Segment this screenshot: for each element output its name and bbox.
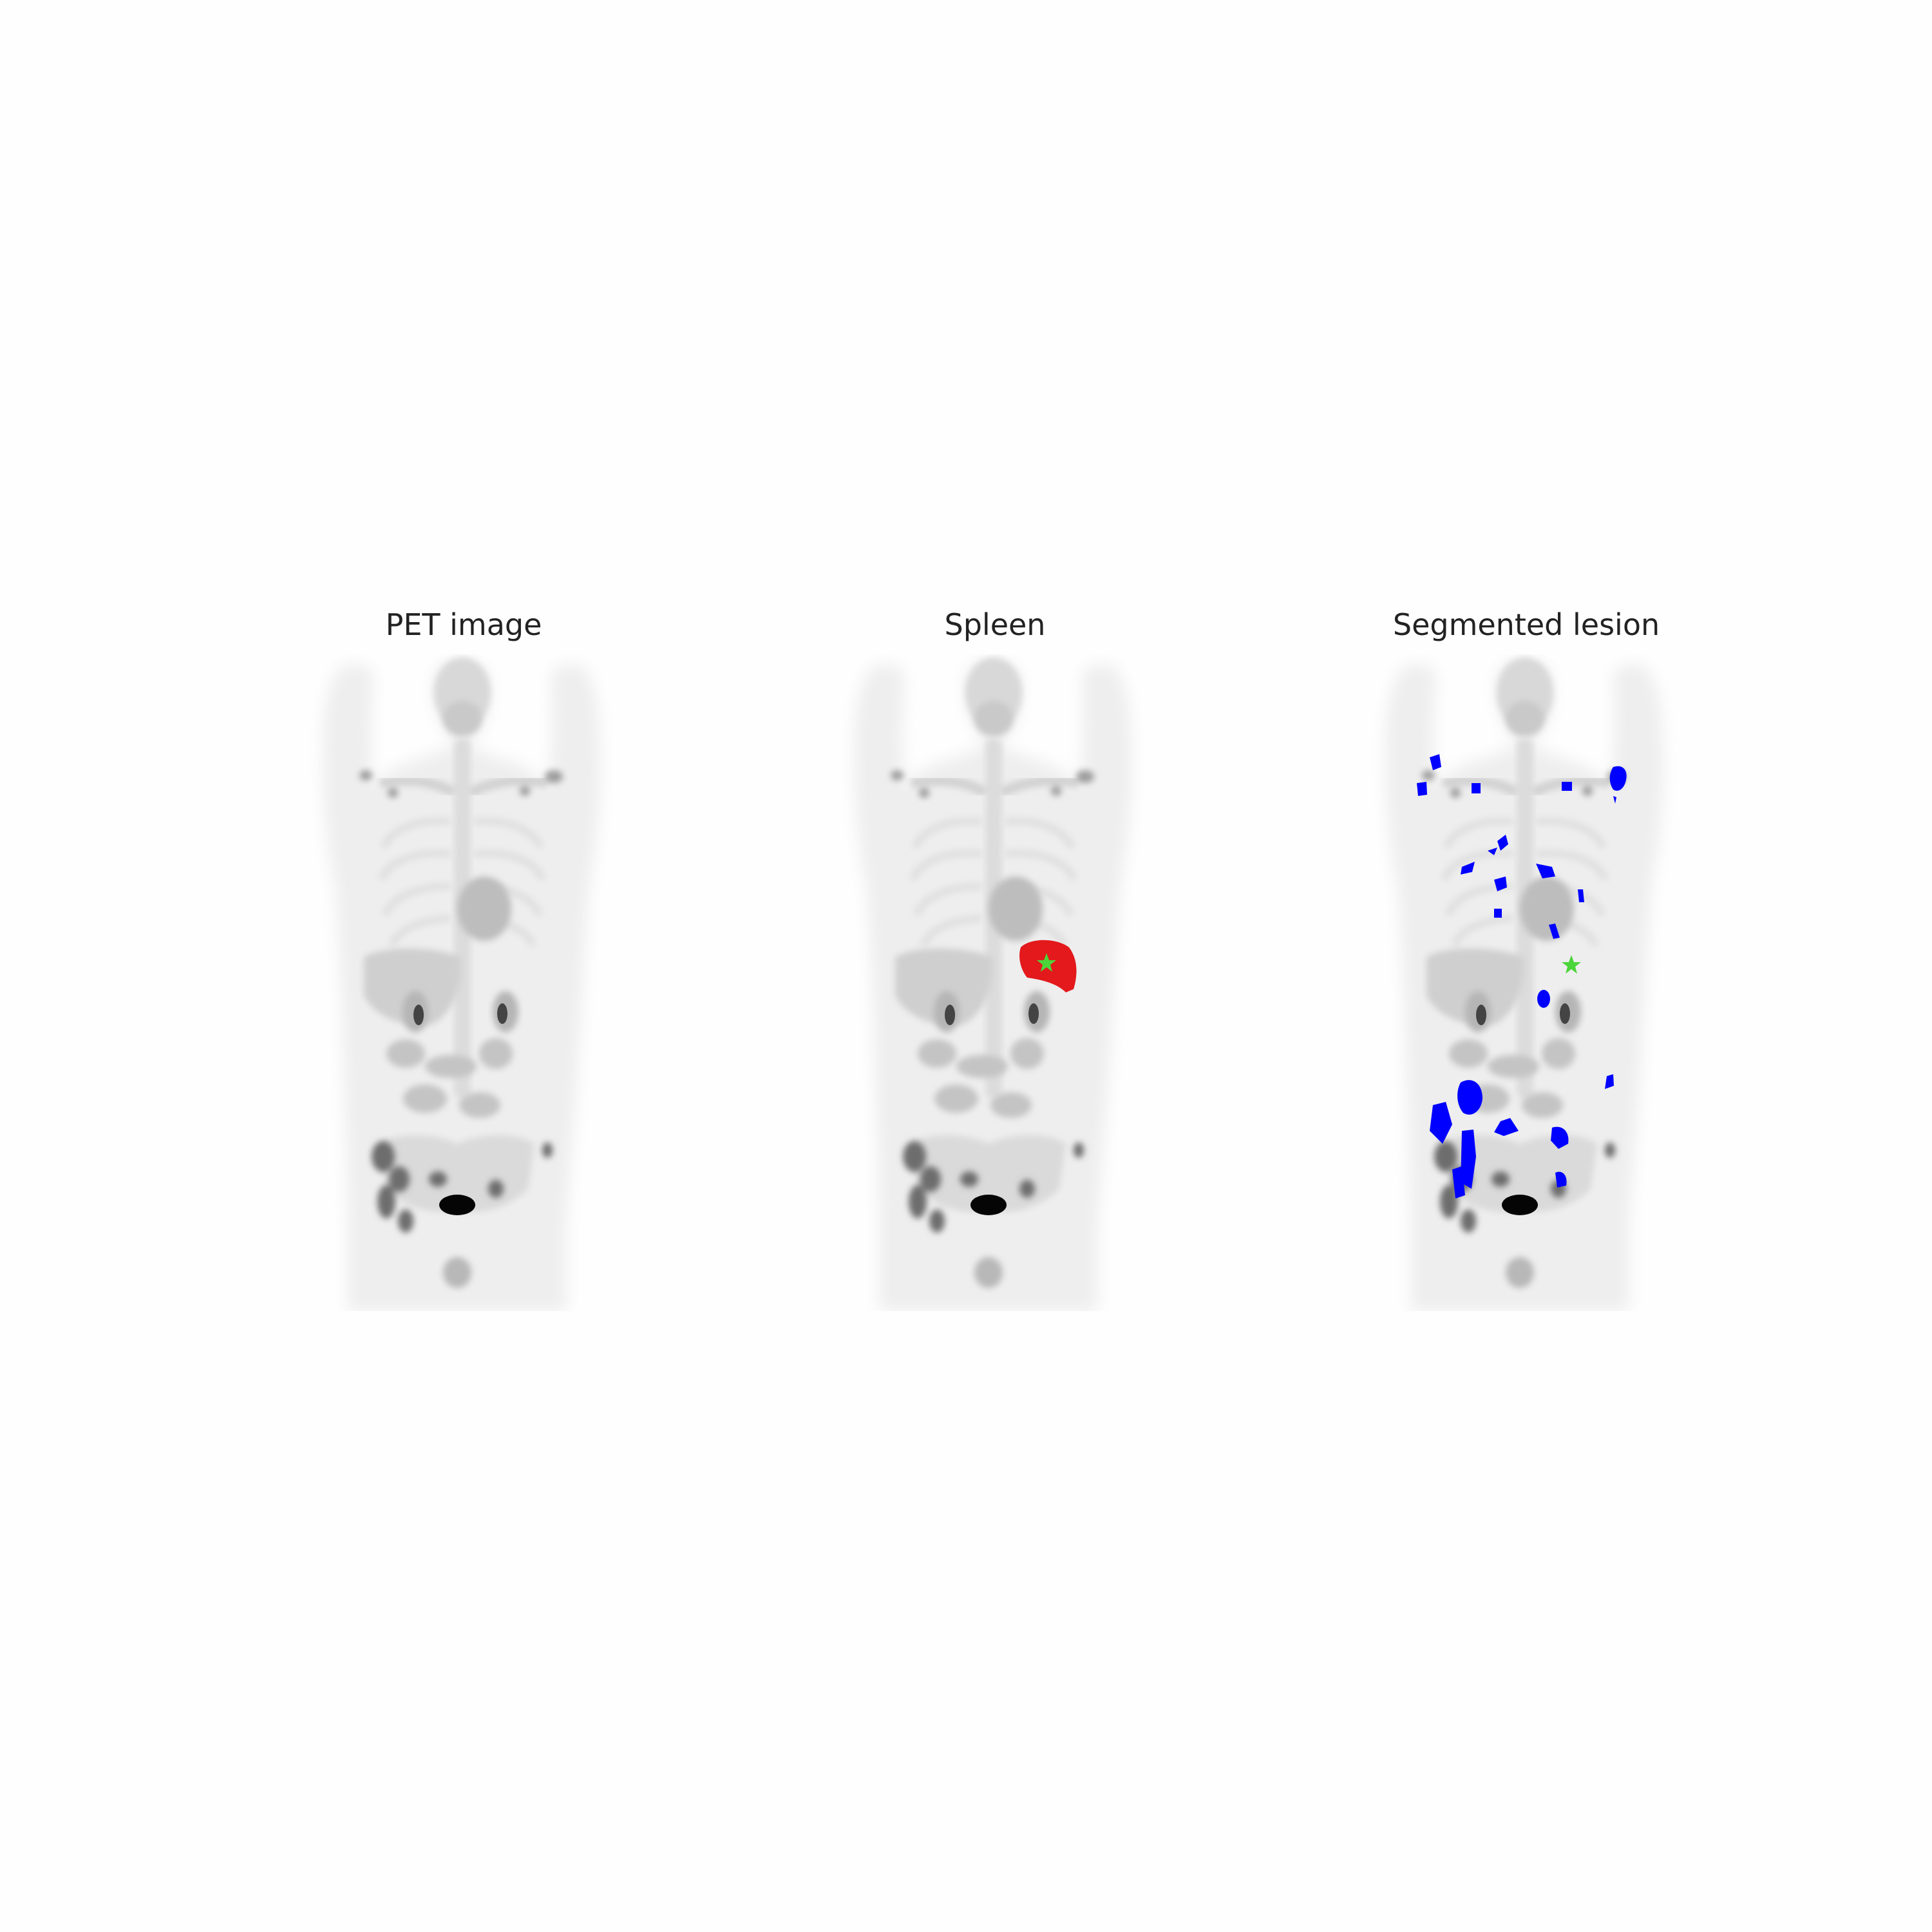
panel-spleen: Spleen xyxy=(802,605,1188,1314)
pet-scan-image xyxy=(270,654,657,1311)
lesion-mask xyxy=(1417,754,1627,1198)
panel-pet-image: PET image xyxy=(270,605,657,1314)
panel-segmented-lesion: Segmented lesion xyxy=(1333,605,1719,1314)
star-marker-icon xyxy=(1037,953,1056,972)
pet-scan-spleen-overlay xyxy=(802,654,1188,1311)
panel-title: PET image xyxy=(385,607,542,642)
pet-scan-lesion-overlay xyxy=(1333,654,1719,1311)
star-marker-icon xyxy=(1562,955,1581,974)
panel-title: Segmented lesion xyxy=(1392,607,1660,642)
panel-title: Spleen xyxy=(944,607,1046,642)
